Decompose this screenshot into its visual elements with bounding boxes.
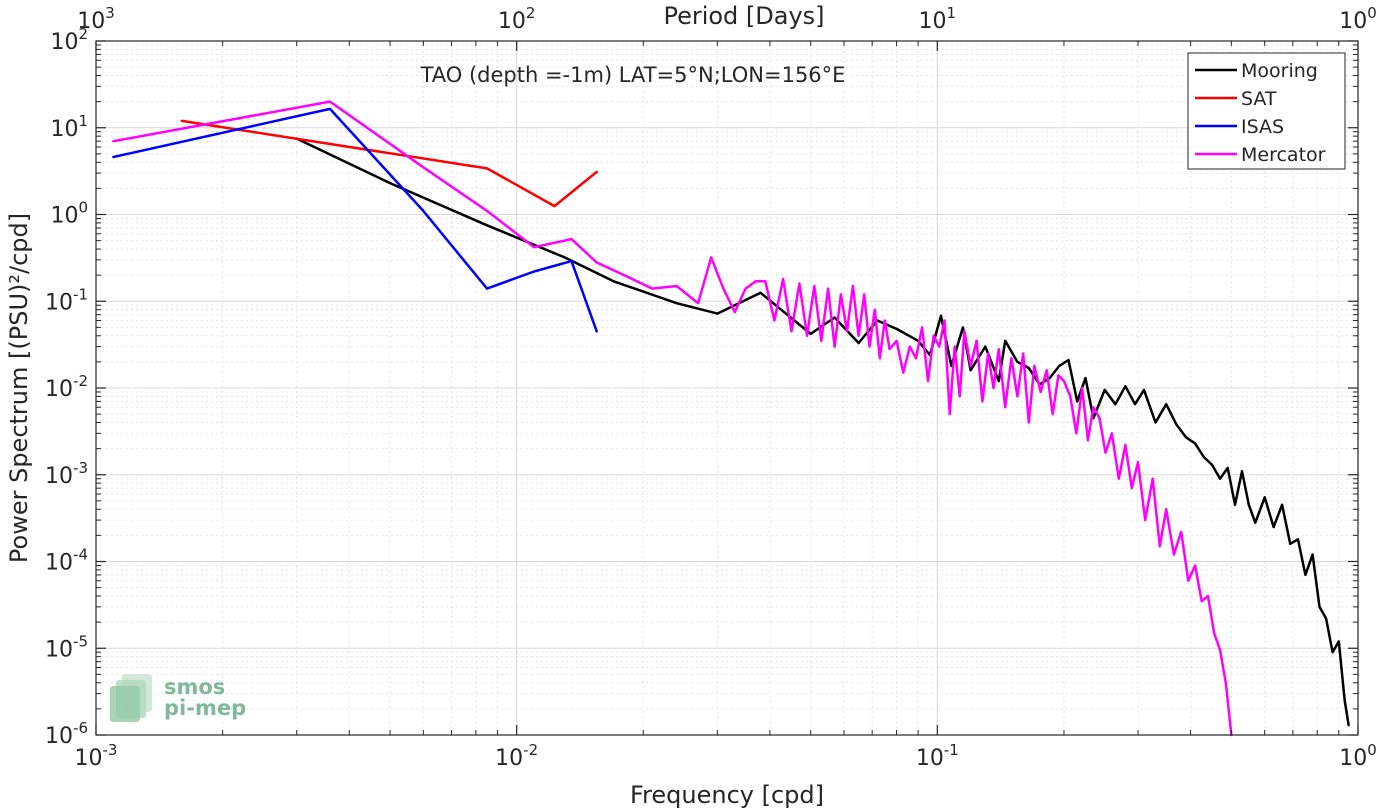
y-tick-label: 10-4: [45, 546, 88, 576]
legend: Mooring SAT ISAS Mercator: [1187, 52, 1346, 170]
top-tick-label: 103: [77, 4, 115, 34]
legend-label-mooring: Mooring: [1241, 60, 1318, 82]
x-tick-label: 10-3: [75, 741, 118, 771]
top-axis-title: Period [Days]: [663, 2, 824, 30]
top-tick-label: 100: [1339, 4, 1377, 34]
logo-mark-3: [110, 686, 140, 722]
legend-box: [1187, 52, 1346, 170]
x-tick-label: 10-1: [916, 741, 959, 771]
legend-label-isas: ISAS: [1241, 116, 1284, 138]
legend-label-sat: SAT: [1241, 88, 1277, 110]
top-tick-label: 102: [498, 4, 536, 34]
top-tick-label: 101: [919, 4, 957, 34]
legend-label-mercator: Mercator: [1241, 144, 1326, 166]
y-tick-label: 100: [50, 199, 88, 229]
series-line-sat: [180, 119, 598, 208]
series-line-mooring: [295, 137, 1350, 727]
y-tick-label: 10-6: [45, 719, 88, 749]
logo-text-pimep: pi-mep: [164, 696, 246, 720]
x-axis-title: Frequency [cpd]: [630, 781, 824, 809]
y-tick-label: 101: [50, 112, 88, 142]
y-tick-label: 102: [50, 25, 88, 55]
smos-pimep-logo: smos pi-mep: [110, 674, 246, 722]
series-line-isas: [112, 107, 598, 333]
y-tick-label: 10-3: [45, 459, 88, 489]
series-layer: [112, 100, 1350, 737]
y-tick-label: 10-5: [45, 632, 88, 662]
logo-text-smos: smos: [164, 675, 225, 699]
x-tick-label: 10-2: [495, 741, 538, 771]
series-line-mercator: [112, 100, 1233, 737]
ticks: [95, 40, 1359, 736]
y-axis-title: Power Spectrum [(PSU)²/cpd]: [5, 213, 33, 563]
y-tick-label: 10-2: [45, 372, 88, 402]
plot-title: TAO (depth =-1m) LAT=5°N;LON=156°E: [420, 63, 846, 87]
y-tick-label: 10-1: [45, 285, 88, 315]
x-tick-label: 100: [1339, 741, 1377, 771]
